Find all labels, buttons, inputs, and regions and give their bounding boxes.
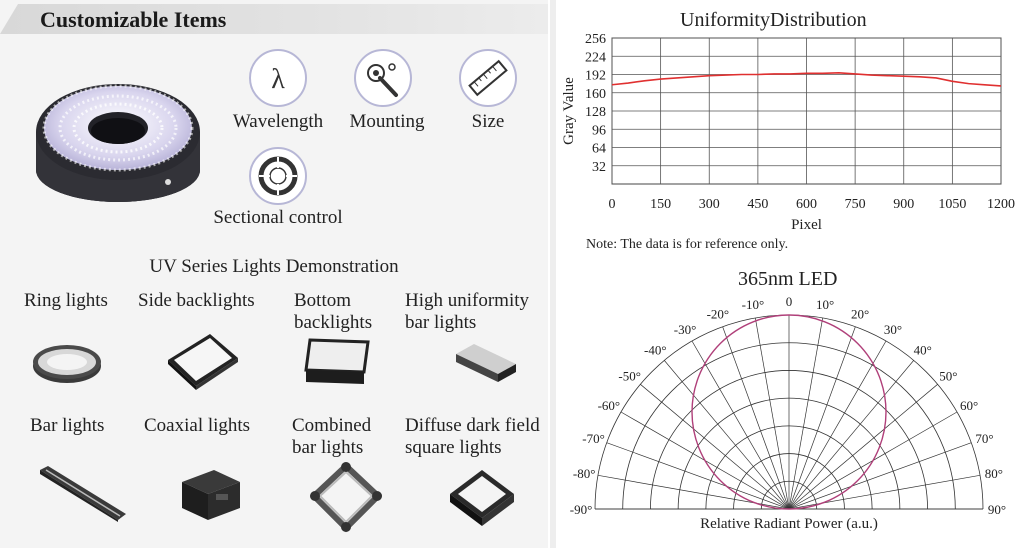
x-tick-label: 300: [699, 197, 720, 212]
x-tick-label: 0: [609, 197, 616, 212]
polar-spoke: [640, 384, 790, 510]
angle-tick-label: 50°: [939, 368, 957, 383]
x-tick-label: 900: [893, 197, 914, 212]
sectional-ring-icon: [249, 147, 307, 205]
y-tick-label: 256: [585, 32, 606, 47]
customizable-panel: Customizable Items λ: [0, 0, 548, 548]
angle-tick-label: -70°: [582, 431, 605, 446]
y-tick-label: 128: [585, 105, 606, 120]
uniformity-chart-title: UniformityDistribution: [680, 9, 867, 31]
polar-spoke: [788, 340, 887, 510]
polar-spoke: [788, 360, 914, 510]
combined-bar-light-thumb: [310, 462, 382, 533]
y-tick-label: 64: [592, 142, 606, 157]
polar-spoke: [788, 317, 824, 510]
y-tick-label: 192: [585, 69, 606, 84]
x-tick-label: 1050: [938, 197, 966, 212]
header-notch: [0, 4, 18, 34]
product-label-coaxial-lights: Coaxial lights: [144, 415, 251, 436]
angle-tick-label: 0: [786, 294, 793, 309]
angle-tick-label: 70°: [975, 431, 993, 446]
item-label-mounting: Mounting: [349, 111, 425, 132]
bottom-backlight-thumb: [304, 338, 370, 384]
diffuse-dark-field-light-thumb: [450, 470, 514, 526]
angle-tick-label: -20°: [707, 307, 730, 322]
polar-spoke: [722, 326, 790, 510]
product-label-bottom-backlights: Bottom backlights: [294, 290, 373, 333]
angle-tick-label: 20°: [851, 307, 869, 322]
polar-spoke: [691, 340, 790, 510]
x-tick-label: 1200: [987, 197, 1015, 212]
angle-tick-label: -40°: [644, 343, 667, 358]
y-tick-label: 96: [592, 123, 606, 138]
x-tick-label: 750: [845, 197, 866, 212]
angle-tick-label: -90°: [570, 502, 593, 517]
x-tick-label: 150: [650, 197, 671, 212]
chart-note: Note: The data is for reference only.: [586, 237, 789, 252]
angle-tick-label: -30°: [674, 322, 697, 337]
x-tick-label: 450: [747, 197, 768, 212]
product-label-ring-lights: Ring lights: [24, 290, 108, 311]
angle-tick-label: 30°: [884, 322, 902, 337]
angle-tick-label: 60°: [960, 398, 978, 413]
polar-spoke: [664, 360, 790, 510]
panel-divider: [550, 0, 556, 548]
ring-light-thumb: [33, 345, 101, 383]
angle-tick-label: -50°: [618, 368, 641, 383]
polar-axis-label: Relative Radiant Power (a.u.): [700, 516, 878, 532]
bar-light-high-uniformity-thumb: [456, 344, 516, 382]
item-label-wavelength: Wavelength: [232, 111, 324, 132]
y-axis-label: Gray Value: [561, 77, 577, 145]
polar-chart-title: 365nm LED: [738, 268, 838, 290]
ring-light-image: [36, 84, 200, 202]
lambda-icon: λ: [249, 49, 307, 107]
polar-spoke: [606, 442, 790, 510]
y-tick-label: 224: [585, 50, 606, 65]
header-title: Customizable Items: [40, 7, 227, 32]
ruler-icon: [459, 49, 517, 107]
angle-tick-label: 80°: [985, 466, 1003, 481]
item-label-sectional-control: Sectional control: [213, 207, 343, 228]
screwdriver-icon: [354, 49, 412, 107]
product-label-high-uniformity-bar-lights: High uniformity bar lights: [405, 290, 530, 333]
series-line: [611, 71, 1002, 87]
angle-tick-label: 90°: [988, 502, 1006, 517]
angle-tick-label: 40°: [914, 343, 932, 358]
product-label-side-backlights: Side backlights: [138, 290, 255, 311]
angle-tick-label: -10°: [742, 297, 765, 312]
radiation-pattern: [691, 314, 887, 510]
polar-spoke: [788, 442, 972, 510]
coaxial-light-thumb: [182, 470, 240, 520]
y-tick-label: 32: [592, 160, 606, 175]
product-label-combined-bar-lights: Combined bar lights: [292, 415, 372, 458]
header-bar: [0, 4, 548, 34]
angle-tick-label: -60°: [598, 398, 621, 413]
y-tick-label: 160: [585, 87, 606, 102]
demo-title: UV Series Lights Demonstration: [149, 256, 399, 277]
polar-chart: -90° -80° -70° -60° -50°-40° -30° -20° -10° 0 10°…: [570, 294, 1006, 532]
bar-light-thumb: [40, 466, 126, 522]
angle-tick-label: 10°: [816, 297, 834, 312]
x-tick-label: 600: [796, 197, 817, 212]
uniformity-chart: 32 64 96 128 160 192 224 256 0 150 300 450 600 750 900…: [561, 32, 1015, 233]
product-label-diffuse-dark-field-square-lights: Diffuse dark field square lights: [405, 415, 540, 458]
polar-spoke: [788, 326, 856, 510]
polar-spoke: [788, 384, 938, 510]
svg-text:λ: λ: [271, 64, 285, 95]
angle-tick-label: -80°: [573, 466, 596, 481]
polar-spoke: [754, 317, 790, 510]
side-backlight-thumb: [168, 334, 238, 390]
x-axis-label: Pixel: [791, 217, 822, 233]
item-label-size: Size: [471, 111, 505, 132]
product-label-bar-lights: Bar lights: [30, 415, 105, 436]
